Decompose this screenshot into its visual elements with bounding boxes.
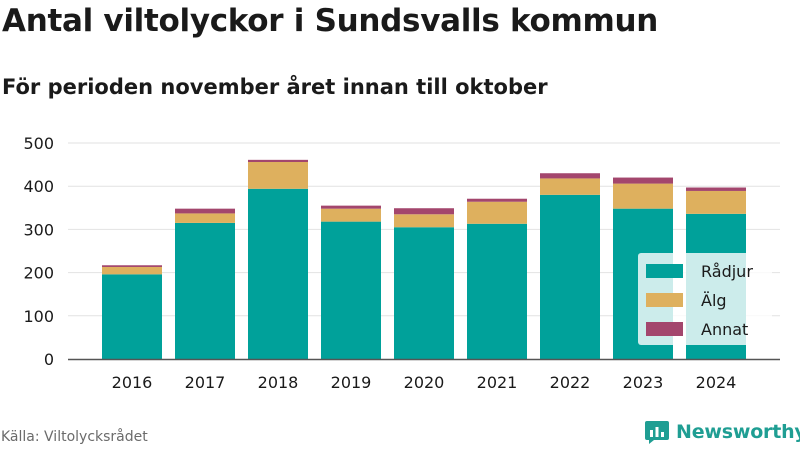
bar-2018-alg	[248, 162, 308, 189]
bar-2023-annat	[613, 177, 673, 184]
y-tick-label-0: 0	[44, 350, 54, 369]
legend-swatch-alg	[646, 293, 683, 307]
legend-item-annat: Annat	[646, 317, 748, 341]
y-tick-label-400: 400	[23, 177, 54, 196]
x-tick-label-2017: 2017	[185, 373, 226, 392]
bar-2019-radjur	[321, 221, 381, 359]
legend-label-annat: Annat	[701, 319, 749, 339]
bar-2016-radjur	[102, 274, 162, 359]
bar-2016-annat	[102, 265, 162, 267]
y-tick-label-300: 300	[23, 220, 54, 239]
bar-2017-radjur	[175, 222, 235, 359]
bar-2024-annat	[686, 187, 746, 191]
legend-item-radjur: Rådjur	[646, 259, 753, 283]
chart-subtitle: För perioden november året innan till ok…	[2, 75, 548, 99]
x-tick-label-2022: 2022	[550, 373, 591, 392]
y-tick-label-200: 200	[23, 264, 54, 283]
x-tick-label-2016: 2016	[112, 373, 153, 392]
bar-2018-annat	[248, 159, 308, 163]
y-tick-label-500: 500	[23, 134, 54, 153]
bar-2022-radjur	[540, 194, 600, 359]
bar-2021-alg	[467, 201, 527, 224]
source-note: Källa: Viltolycksrådet	[1, 429, 148, 445]
y-axis-tick-labels: 0 100 200 300 400 500	[23, 134, 54, 369]
bar-2021-annat	[467, 198, 527, 202]
bar-2018-radjur	[248, 188, 308, 359]
bar-2020-radjur	[394, 227, 454, 359]
newsworthy-logo-icon	[645, 421, 669, 444]
bar-2022-annat	[540, 173, 600, 179]
bar-2017-alg	[175, 213, 235, 223]
chart-title: Antal viltolyckor i Sundsvalls kommun	[2, 3, 659, 39]
bar-2016-alg	[102, 266, 162, 275]
x-tick-label-2018: 2018	[258, 373, 299, 392]
bar-2017-annat	[175, 208, 235, 214]
x-tick-label-2019: 2019	[331, 373, 372, 392]
x-tick-label-2021: 2021	[477, 373, 518, 392]
bar-2020-annat	[394, 208, 454, 215]
bar-2020-alg	[394, 214, 454, 228]
bar-2021-radjur	[467, 223, 527, 359]
chart-legend: Rådjur Älg Annat	[638, 253, 772, 345]
x-axis-tick-labels: 2016 2017 2018 2019 2020 2021 2022 2023 2024	[112, 373, 737, 392]
brand-name: Newsworthy	[676, 421, 800, 443]
bar-2023-alg	[613, 183, 673, 209]
legend-swatch-radjur	[646, 264, 683, 278]
bar-2024-alg	[686, 190, 746, 214]
bars	[102, 159, 746, 359]
brand-logo: Newsworthy	[644, 419, 800, 445]
bar-2022-alg	[540, 178, 600, 195]
x-tick-label-2020: 2020	[404, 373, 445, 392]
bar-2019-alg	[321, 208, 381, 222]
legend-label-radjur: Rådjur	[701, 261, 753, 281]
legend-label-alg: Älg	[701, 290, 727, 310]
x-tick-label-2023: 2023	[623, 373, 664, 392]
legend-swatch-annat	[646, 322, 683, 336]
bar-2019-annat	[321, 205, 381, 209]
y-tick-label-100: 100	[23, 307, 54, 326]
legend-item-alg: Älg	[646, 288, 727, 312]
x-tick-label-2024: 2024	[696, 373, 737, 392]
